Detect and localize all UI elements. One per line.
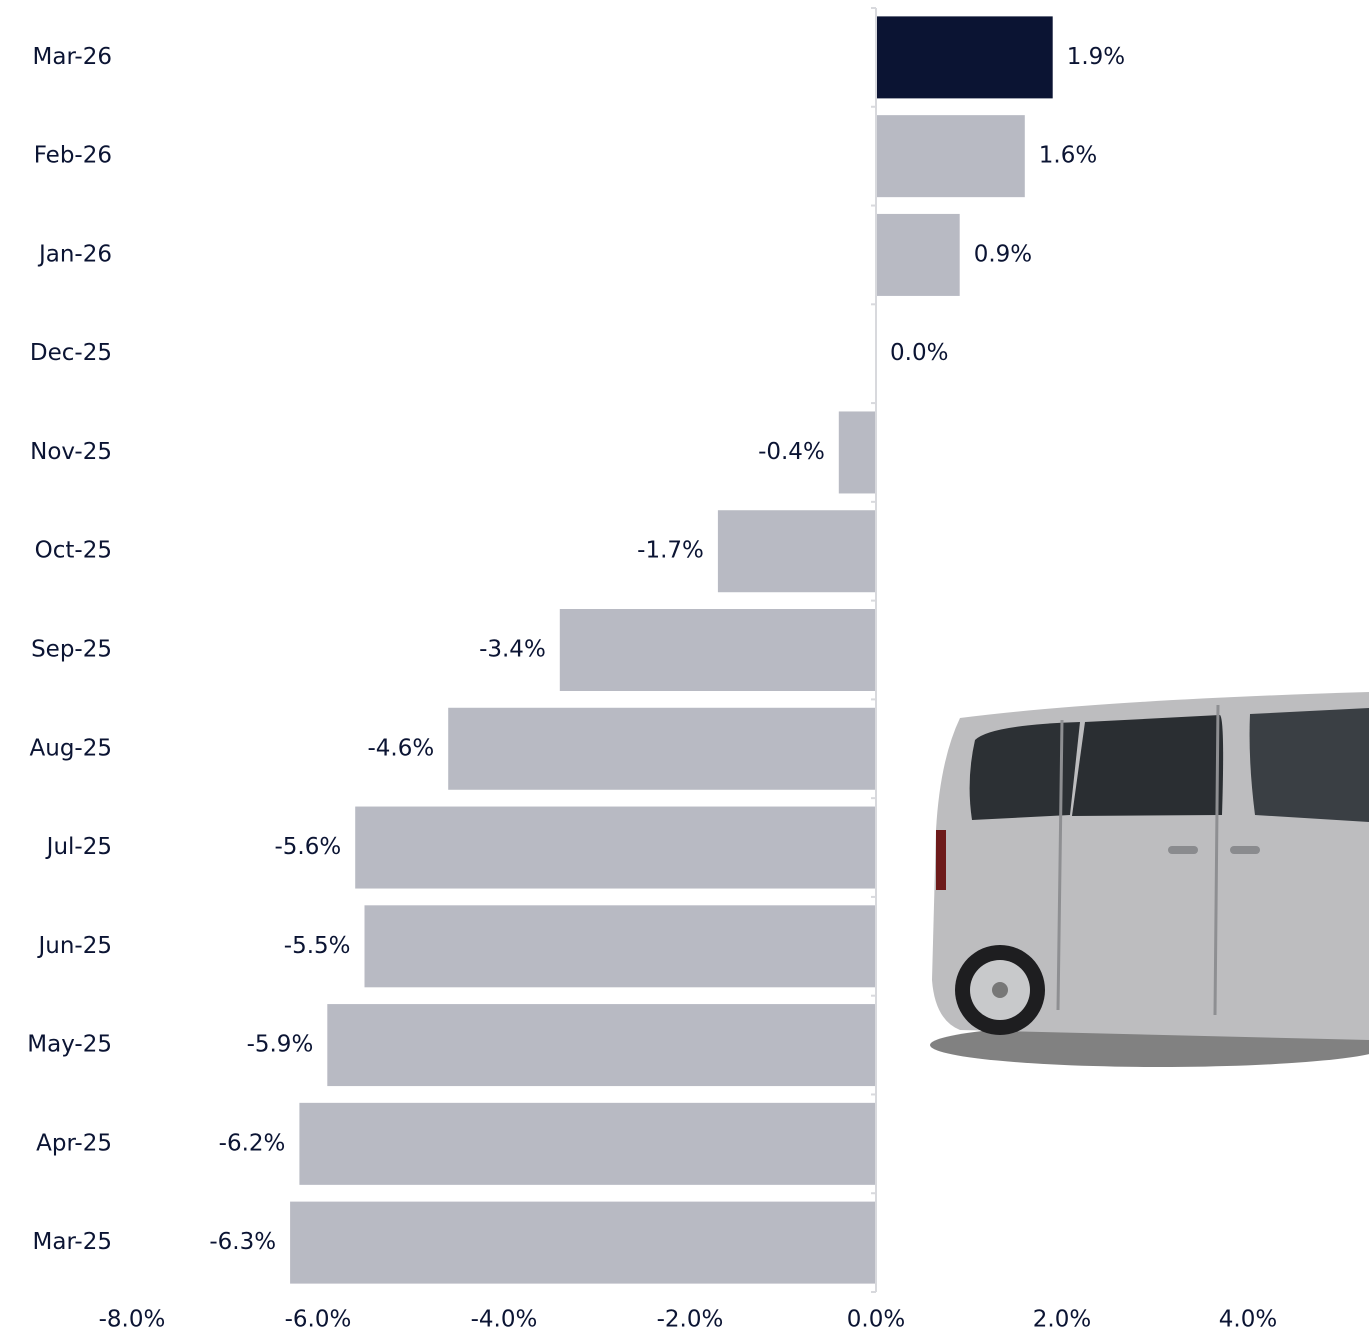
y-tick-label: Feb-26 — [34, 143, 112, 169]
x-tick-label: 0.0% — [847, 1307, 905, 1332]
bar — [448, 707, 876, 790]
value-label: 1.6% — [1039, 143, 1097, 169]
y-tick-label: Oct-25 — [35, 538, 112, 564]
value-label: -1.7% — [637, 538, 704, 564]
x-tick-label: -8.0% — [99, 1307, 166, 1332]
bar — [290, 1201, 877, 1284]
y-tick-label: Dec-25 — [30, 340, 112, 366]
van-illustration — [930, 692, 1369, 1067]
value-label: -6.2% — [219, 1130, 286, 1156]
x-tick-label: 2.0% — [1033, 1307, 1091, 1332]
y-tick-label: Jul-25 — [45, 834, 112, 860]
bar — [838, 411, 876, 494]
x-tick-label: 4.0% — [1219, 1307, 1277, 1332]
bar — [717, 510, 876, 593]
y-tick-label: Sep-25 — [31, 637, 112, 663]
x-tick-label: -4.0% — [471, 1307, 538, 1332]
bar — [299, 1102, 876, 1185]
y-tick-label: Mar-26 — [33, 44, 113, 70]
value-label: -6.3% — [209, 1229, 276, 1255]
value-label: -5.5% — [284, 933, 351, 959]
bar — [876, 115, 1025, 198]
x-tick-label: -2.0% — [657, 1307, 724, 1332]
y-tick-label: Aug-25 — [30, 735, 112, 761]
y-tick-label: Jun-25 — [36, 933, 112, 959]
bar — [355, 806, 876, 889]
bar — [876, 213, 960, 296]
y-tick-label: Mar-25 — [33, 1229, 113, 1255]
bar — [876, 16, 1053, 99]
value-label: -3.4% — [479, 637, 546, 663]
value-label: -0.4% — [758, 439, 825, 465]
value-label: 0.9% — [974, 241, 1032, 267]
y-tick-label: May-25 — [27, 1032, 112, 1058]
bar — [559, 609, 876, 691]
y-tick-label: Apr-25 — [36, 1130, 112, 1156]
bar — [327, 1004, 876, 1087]
value-label: 1.9% — [1067, 44, 1125, 70]
x-tick-label: -6.0% — [285, 1307, 352, 1332]
y-tick-label: Nov-25 — [30, 439, 112, 465]
value-label: -4.6% — [367, 735, 434, 761]
bar — [364, 905, 876, 988]
value-label: -5.6% — [274, 834, 341, 860]
y-tick-label: Jan-26 — [37, 241, 112, 267]
value-label: 0.0% — [890, 340, 948, 366]
value-label: -5.9% — [247, 1032, 314, 1058]
